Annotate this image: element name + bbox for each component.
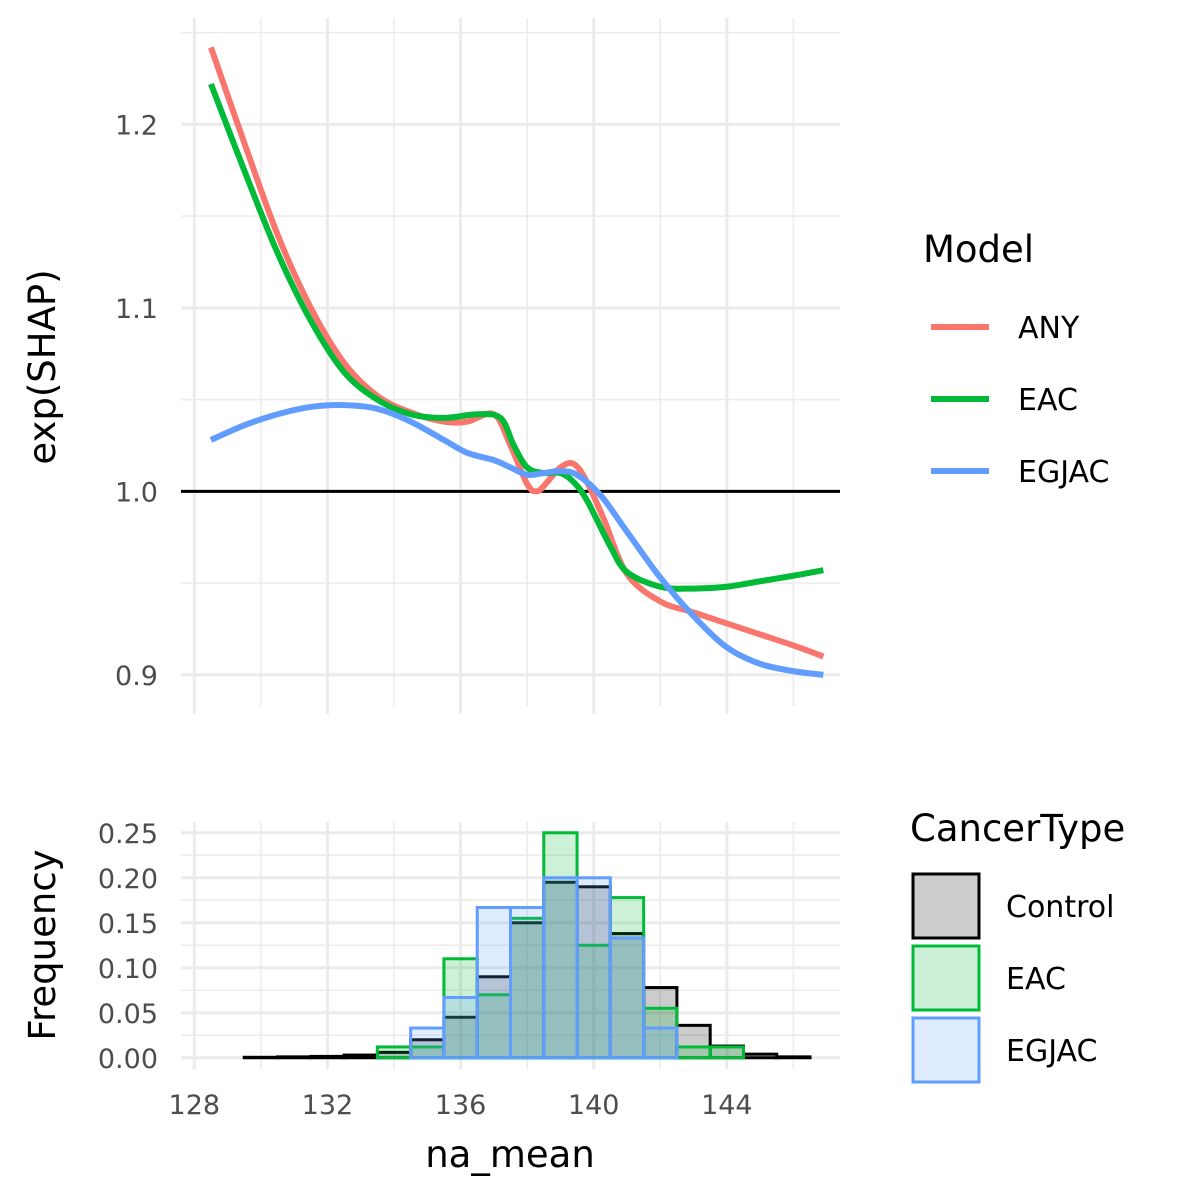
y-tick-label: 0.00 [98, 1044, 158, 1075]
histogram-bar [342, 1053, 379, 1060]
legend-key-eac [911, 944, 981, 1012]
x-tick-label: 132 [302, 1090, 354, 1121]
shap-panel: 0.9 1.0 1.1 1.2 exp(SHAP) [21, 18, 840, 714]
histogram-panel: 0.00 0.05 0.10 0.15 0.20 0.25 128 132 136 140 144… [21, 819, 840, 1176]
x-tick-label: 136 [435, 1090, 487, 1121]
histogram-bar [475, 905, 512, 1060]
y-tick-label: 1.0 [115, 477, 158, 508]
x-tick-label: 140 [568, 1090, 620, 1121]
histogram-bar [675, 1045, 712, 1060]
histogram-bar [775, 1055, 812, 1060]
histogram-bar [309, 1054, 346, 1060]
shap-lines [208, 46, 825, 678]
legend-label-any: ANY [1018, 311, 1080, 346]
series-line-egjac [209, 402, 824, 678]
histogram-bar [509, 905, 546, 1060]
legend-label-eac: EAC [1018, 383, 1078, 418]
y-tick-label: 0.05 [98, 999, 158, 1030]
model-legend-title: Model [923, 228, 1034, 271]
legend-label-egjac: EGJAC [1006, 1034, 1097, 1069]
model-legend-entries: ANY EAC EGJAC [931, 311, 1109, 490]
histogram-bar [741, 1052, 779, 1060]
y-tick-label: 0.20 [98, 864, 158, 895]
histogram-bar [608, 936, 646, 1060]
histogram-x-tick-labels: 128 132 136 140 144 [169, 1090, 753, 1121]
histogram-bars [242, 831, 812, 1060]
histogram-bar [375, 1045, 413, 1060]
cancertype-legend-entries: Control EAC EGJAC [911, 872, 1114, 1084]
cancertype-legend-title: CancerType [910, 807, 1125, 850]
legend-label-eac: EAC [1006, 962, 1066, 997]
model-legend: Model ANY EAC EGJAC [923, 228, 1109, 490]
legend-key-control [911, 872, 981, 940]
y-tick-label: 0.10 [98, 954, 158, 985]
cancertype-legend: CancerType Control EAC EGJAC [910, 807, 1125, 1084]
histogram-x-axis-title: na_mean [425, 1133, 595, 1176]
histogram-y-axis-title: Frequency [21, 849, 64, 1040]
histogram-y-tick-labels: 0.00 0.05 0.10 0.15 0.20 0.25 [98, 819, 158, 1075]
y-tick-label: 1.2 [115, 110, 158, 141]
histogram-bar [542, 876, 579, 1060]
x-tick-label: 144 [701, 1090, 753, 1121]
histogram-bar [708, 1045, 745, 1060]
y-tick-label: 0.15 [98, 909, 158, 940]
x-tick-label: 128 [169, 1090, 221, 1121]
series-line-eac [208, 82, 824, 592]
legend-label-egjac: EGJAC [1018, 455, 1109, 490]
legend-label-control: Control [1006, 890, 1114, 925]
series-line-any [208, 46, 825, 660]
histogram-bar [276, 1055, 313, 1060]
shap-y-axis-title: exp(SHAP) [21, 269, 64, 464]
shap-grid [181, 18, 840, 706]
y-tick-label: 0.9 [115, 661, 158, 692]
y-tick-label: 1.1 [115, 294, 158, 325]
shap-y-tick-labels: 0.9 1.0 1.1 1.2 [115, 110, 158, 691]
histogram-bar [608, 932, 646, 1060]
shap-x-axis-ticks [192, 706, 729, 714]
histogram-bar [642, 1026, 679, 1060]
histogram-bar [442, 995, 479, 1060]
histogram-bar [409, 1026, 446, 1060]
histogram-bar [575, 876, 612, 1060]
histogram-series-egjac [409, 876, 679, 1060]
histogram-grid [181, 822, 840, 1069]
legend-key-egjac [911, 1016, 981, 1084]
y-tick-label: 0.25 [98, 819, 158, 850]
